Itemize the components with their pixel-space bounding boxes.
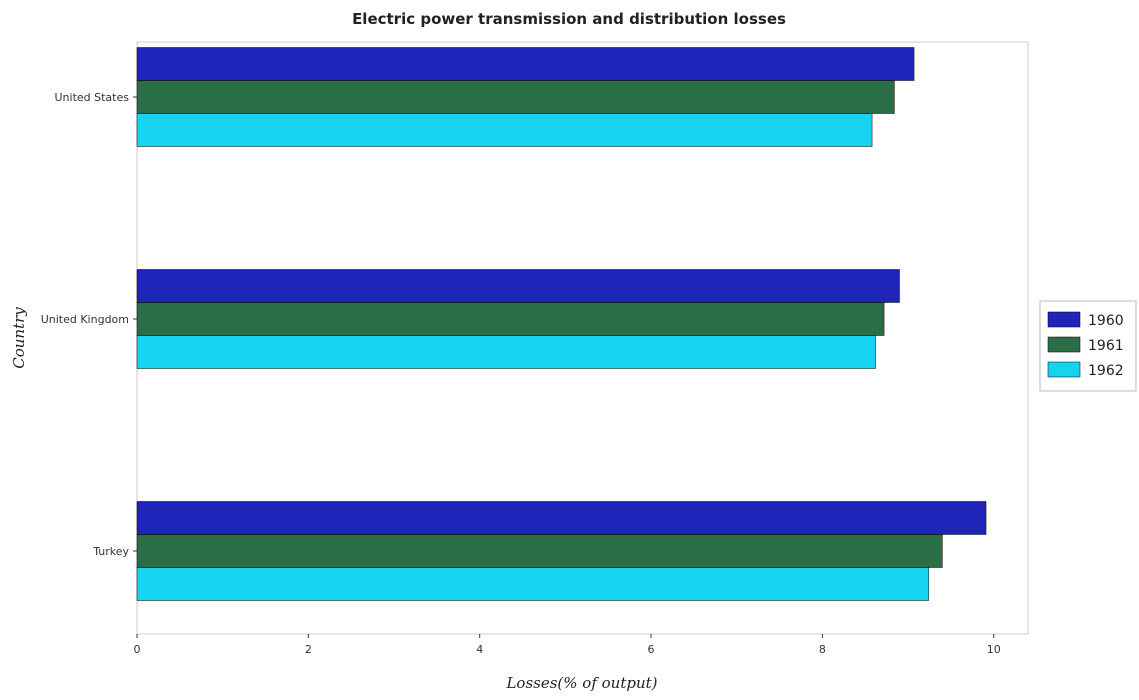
- x-tick-label: 8: [819, 643, 826, 656]
- legend-label-1962: 1962: [1088, 363, 1124, 379]
- legend: 1960 1961 1962: [1039, 300, 1137, 392]
- bar-united-states-1961: [136, 80, 895, 114]
- bar-united-states-1960: [136, 47, 915, 81]
- legend-swatch-1961: [1047, 336, 1081, 353]
- y-axis-label: Country: [10, 307, 28, 369]
- x-tick-label: 0: [134, 643, 141, 656]
- y-tick-label: United Kingdom: [41, 313, 129, 326]
- bar-united-states-1962: [136, 113, 873, 147]
- y-tick-labels: Turkey United Kingdom United States: [41, 91, 137, 558]
- chart-title: Electric power transmission and distribu…: [352, 10, 786, 28]
- x-tick-label: 10: [987, 643, 1001, 656]
- y-tick-label: United States: [55, 91, 130, 104]
- bar-turkey-1962: [136, 567, 929, 601]
- x-tick-labels: 0 2 4 6 8 10: [134, 634, 1001, 656]
- bars-group: [136, 47, 987, 601]
- bar-united-kingdom-1960: [136, 269, 900, 303]
- bar-united-kingdom-1962: [136, 335, 876, 369]
- legend-label-1961: 1961: [1088, 338, 1124, 354]
- legend-swatch-1962: [1047, 361, 1081, 378]
- legend-label-1960: 1960: [1088, 313, 1124, 329]
- x-tick-label: 4: [476, 643, 483, 656]
- x-tick-label: 2: [305, 643, 312, 656]
- bar-turkey-1960: [136, 501, 987, 535]
- bar-united-kingdom-1961: [136, 302, 885, 336]
- legend-swatch-1960: [1047, 311, 1081, 328]
- bar-turkey-1961: [136, 534, 943, 568]
- x-axis-label: Losses(% of output): [505, 674, 657, 692]
- x-tick-label: 6: [648, 643, 655, 656]
- y-tick-label: Turkey: [92, 545, 129, 558]
